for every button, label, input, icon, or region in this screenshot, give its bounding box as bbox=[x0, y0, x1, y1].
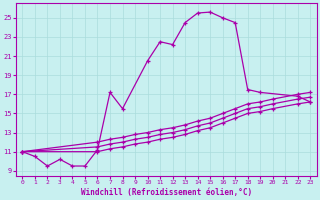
X-axis label: Windchill (Refroidissement éolien,°C): Windchill (Refroidissement éolien,°C) bbox=[81, 188, 252, 197]
